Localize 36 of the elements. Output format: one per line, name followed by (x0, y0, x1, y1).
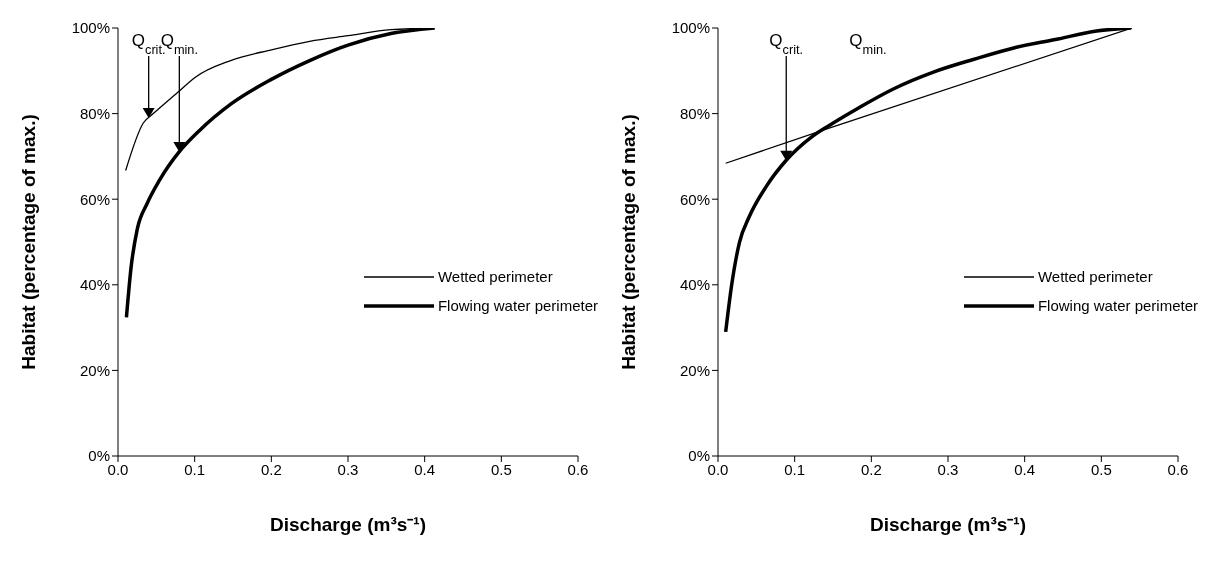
y-tick-label: 100% (671, 19, 710, 37)
legend-label: Wetted perimeter (1037, 268, 1153, 285)
x-tick-label: 0.1 (184, 460, 206, 478)
x-tick-label: 0.2 (860, 460, 882, 478)
y-tick-label: 20% (79, 361, 110, 379)
x-axis-title: Discharge (m³s⁻¹) (870, 514, 1026, 535)
annotation: Q$_{crit.}$ (769, 31, 804, 57)
y-tick-label: 60% (679, 190, 710, 208)
y-tick-label: 0% (688, 447, 710, 465)
x-tick-label: 0.6 (567, 460, 589, 478)
x-tick-label: 0.0 (107, 460, 129, 478)
x-tick-label: 0.5 (490, 460, 512, 478)
x-tick-label: 0.4 (1014, 460, 1036, 478)
y-tick-label: 80% (679, 104, 710, 122)
annotation: Q$_{min.}$ (849, 31, 887, 57)
y-tick-label: 40% (679, 276, 710, 294)
legend-label: Wetted perimeter (437, 268, 553, 285)
x-axis-title: Discharge (m³s⁻¹) (270, 514, 426, 535)
x-tick-label: 0.3 (337, 460, 359, 478)
legend-label: Flowing water perimeter (1037, 297, 1198, 314)
x-tick-label: 0.5 (1090, 460, 1112, 478)
x-tick-label: 0.2 (260, 460, 282, 478)
x-tick-label: 0.0 (707, 460, 729, 478)
x-tick-label: 0.6 (1167, 460, 1189, 478)
y-tick-label: 100% (71, 19, 110, 37)
legend-label: Flowing water perimeter (437, 297, 598, 314)
y-tick-label: 20% (679, 361, 710, 379)
y-axis-title: Habitat (percentage of max.) (617, 114, 639, 370)
y-tick-label: 40% (79, 276, 110, 294)
x-tick-label: 0.1 (784, 460, 806, 478)
x-tick-label: 0.4 (414, 460, 436, 478)
x-tick-label: 0.3 (937, 460, 959, 478)
y-tick-label: 60% (79, 190, 110, 208)
y-tick-label: 80% (79, 104, 110, 122)
y-tick-label: 0% (88, 447, 110, 465)
y-axis-title: Habitat (percentage of max.) (17, 114, 39, 370)
